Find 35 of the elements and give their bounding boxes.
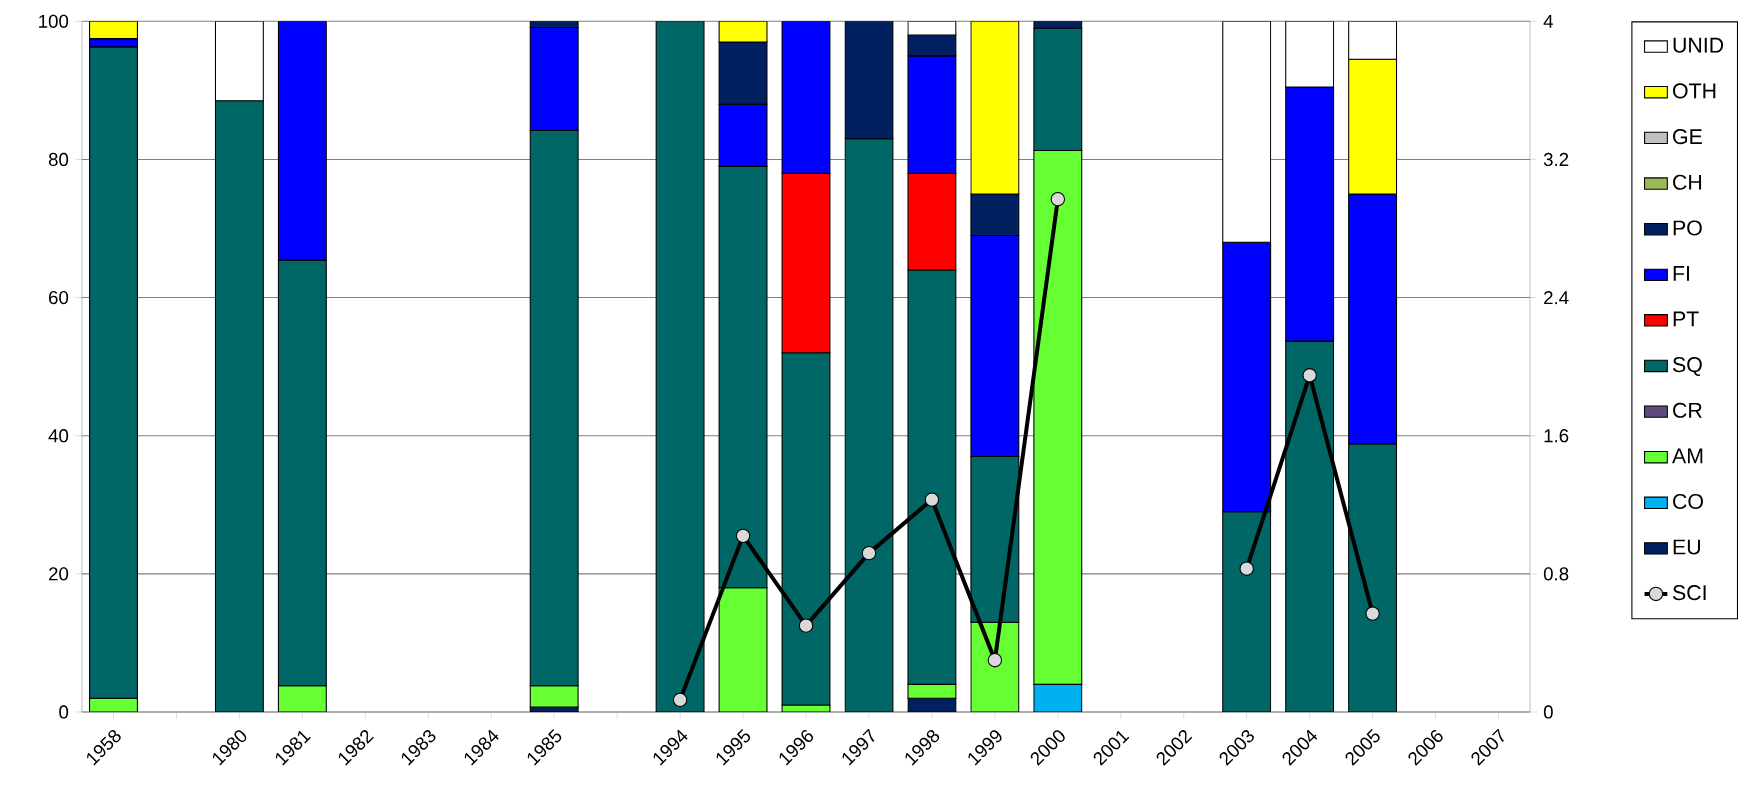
legend-label: GE — [1673, 129, 1702, 145]
point — [861, 546, 877, 561]
point — [1239, 561, 1254, 577]
y-tick-label: 0 — [59, 705, 69, 719]
legend-label: PT — [1673, 311, 1699, 327]
point — [1365, 606, 1380, 621]
y2-tick-label: 1.6 — [1544, 429, 1569, 443]
legend-label: AM — [1672, 448, 1703, 464]
legend-label: EU — [1673, 539, 1700, 555]
point — [987, 653, 1003, 668]
legend-label: CR — [1673, 402, 1702, 419]
y-tick-label: 100 — [39, 14, 69, 29]
y-tick-label: 80 — [48, 153, 69, 167]
point — [1302, 368, 1317, 383]
legend-label: SCI — [1672, 585, 1706, 601]
point — [798, 618, 814, 634]
legend-label: UNID — [1673, 38, 1724, 53]
y-tick-label: 60 — [49, 291, 69, 305]
legend-label: OTH — [1673, 83, 1716, 99]
y2-tick-label: 0 — [1543, 705, 1553, 719]
y2-tick-label: 4 — [1543, 15, 1553, 28]
point — [672, 692, 688, 708]
y2-tick-label: 2.4 — [1544, 291, 1569, 305]
legend-label: SQ — [1672, 357, 1702, 377]
point — [1050, 192, 1066, 207]
y2-tick-label: 0.8 — [1543, 567, 1569, 581]
legend-label: PO — [1673, 220, 1702, 236]
legend-label: FI — [1673, 266, 1689, 281]
y-tick-label: 20 — [49, 567, 69, 581]
y-tick-label: 40 — [48, 429, 69, 443]
point — [924, 492, 940, 507]
point — [735, 528, 751, 544]
legend-label: CH — [1673, 174, 1702, 190]
y2-tick-label: 3.2 — [1543, 153, 1569, 167]
legend-label: CO — [1673, 494, 1703, 510]
